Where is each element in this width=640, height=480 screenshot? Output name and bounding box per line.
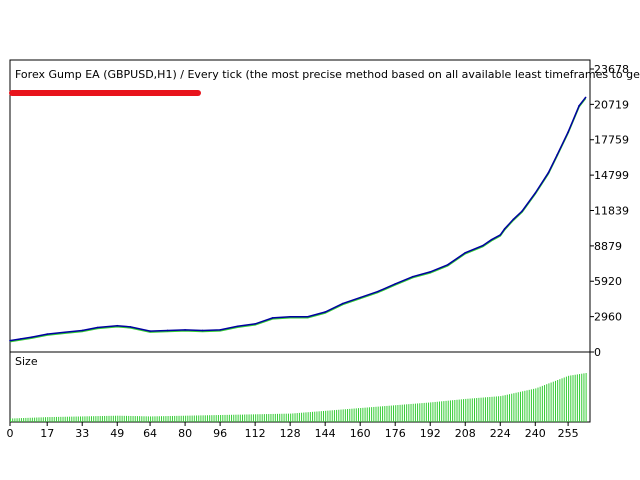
chart-title: Forex Gump EA (GBPUSD,H1) / Every tick (…	[15, 68, 640, 81]
balance-point	[20, 338, 22, 340]
balance-point	[184, 329, 186, 331]
balance-point	[96, 326, 99, 329]
x-tick-label: 176	[385, 427, 406, 440]
balance-point	[116, 324, 119, 327]
x-tick-label: 0	[7, 427, 14, 440]
balance-point	[376, 290, 379, 293]
balance-point	[236, 325, 239, 328]
balance-point	[31, 336, 33, 338]
balance-point	[254, 323, 256, 325]
y-tick-label: 14799	[594, 169, 629, 182]
balance-point	[464, 251, 467, 254]
balance-point	[201, 329, 204, 332]
x-tick-label: 255	[558, 427, 579, 440]
balance-point	[129, 326, 132, 328]
x-tick-label: 64	[143, 427, 157, 440]
balance-point	[9, 339, 11, 342]
x-tick-label: 49	[110, 427, 124, 440]
y-tick-label: 23678	[594, 63, 629, 76]
x-tick-label: 80	[178, 427, 192, 440]
y-tick-label: 8879	[594, 240, 622, 253]
balance-point	[446, 263, 449, 266]
x-tick-label: 192	[420, 427, 441, 440]
x-axis: 0 17 33 49 64 80 96 112 128 144 160 176 192 208 224 240…	[7, 422, 579, 440]
x-tick-label: 144	[315, 427, 336, 440]
balance-line	[9, 96, 587, 342]
x-tick-label: 240	[525, 427, 546, 440]
balance-point	[481, 244, 484, 247]
balance-point	[503, 228, 506, 230]
size-bars	[10, 373, 587, 422]
y-tick-label: 5920	[594, 275, 622, 288]
x-tick-label: 208	[455, 427, 476, 440]
y-tick-label: 0	[594, 346, 601, 359]
balance-point	[534, 192, 537, 194]
balance-point	[547, 171, 550, 174]
balance-point	[499, 234, 502, 236]
y-tick-label: 11839	[594, 205, 629, 218]
x-tick-label: 112	[245, 427, 266, 440]
y-tick-label: 2960	[594, 311, 622, 324]
y-axis: 0 2960 5920 8879 11839 14799 17759 20719 23678	[590, 63, 629, 359]
x-tick-label: 160	[350, 427, 371, 440]
balance-point	[394, 283, 397, 285]
balance-point	[289, 315, 291, 318]
balance-point	[324, 311, 326, 313]
balance-point	[490, 238, 493, 241]
balance-point	[584, 96, 587, 99]
balance-point	[46, 333, 49, 335]
x-tick-label: 96	[213, 427, 227, 440]
x-tick-label: 17	[40, 427, 54, 440]
balance-point	[166, 329, 169, 332]
size-panel-frame	[9, 351, 591, 423]
balance-point	[411, 275, 414, 278]
balance-point	[63, 331, 66, 334]
balance-point	[219, 329, 221, 331]
y-tick-label: 20719	[594, 98, 629, 111]
balance-point	[306, 315, 309, 318]
size-panel-label: Size	[15, 355, 38, 368]
balance-point	[341, 302, 344, 305]
balance-point	[512, 218, 515, 221]
balance-point	[567, 131, 569, 133]
series-lines	[9, 96, 587, 343]
main-panel-frame	[9, 59, 591, 353]
balance-point	[271, 317, 274, 319]
balance-point	[556, 153, 558, 156]
balance-point	[521, 210, 523, 212]
x-tick-label: 33	[75, 427, 89, 440]
balance-point	[81, 329, 84, 332]
balance-point	[149, 330, 151, 332]
balance-point	[429, 271, 432, 273]
y-tick-label: 17759	[594, 134, 629, 147]
balance-point	[578, 104, 580, 107]
x-tick-label: 224	[490, 427, 511, 440]
balance-point	[359, 296, 361, 299]
x-tick-label: 128	[280, 427, 301, 440]
